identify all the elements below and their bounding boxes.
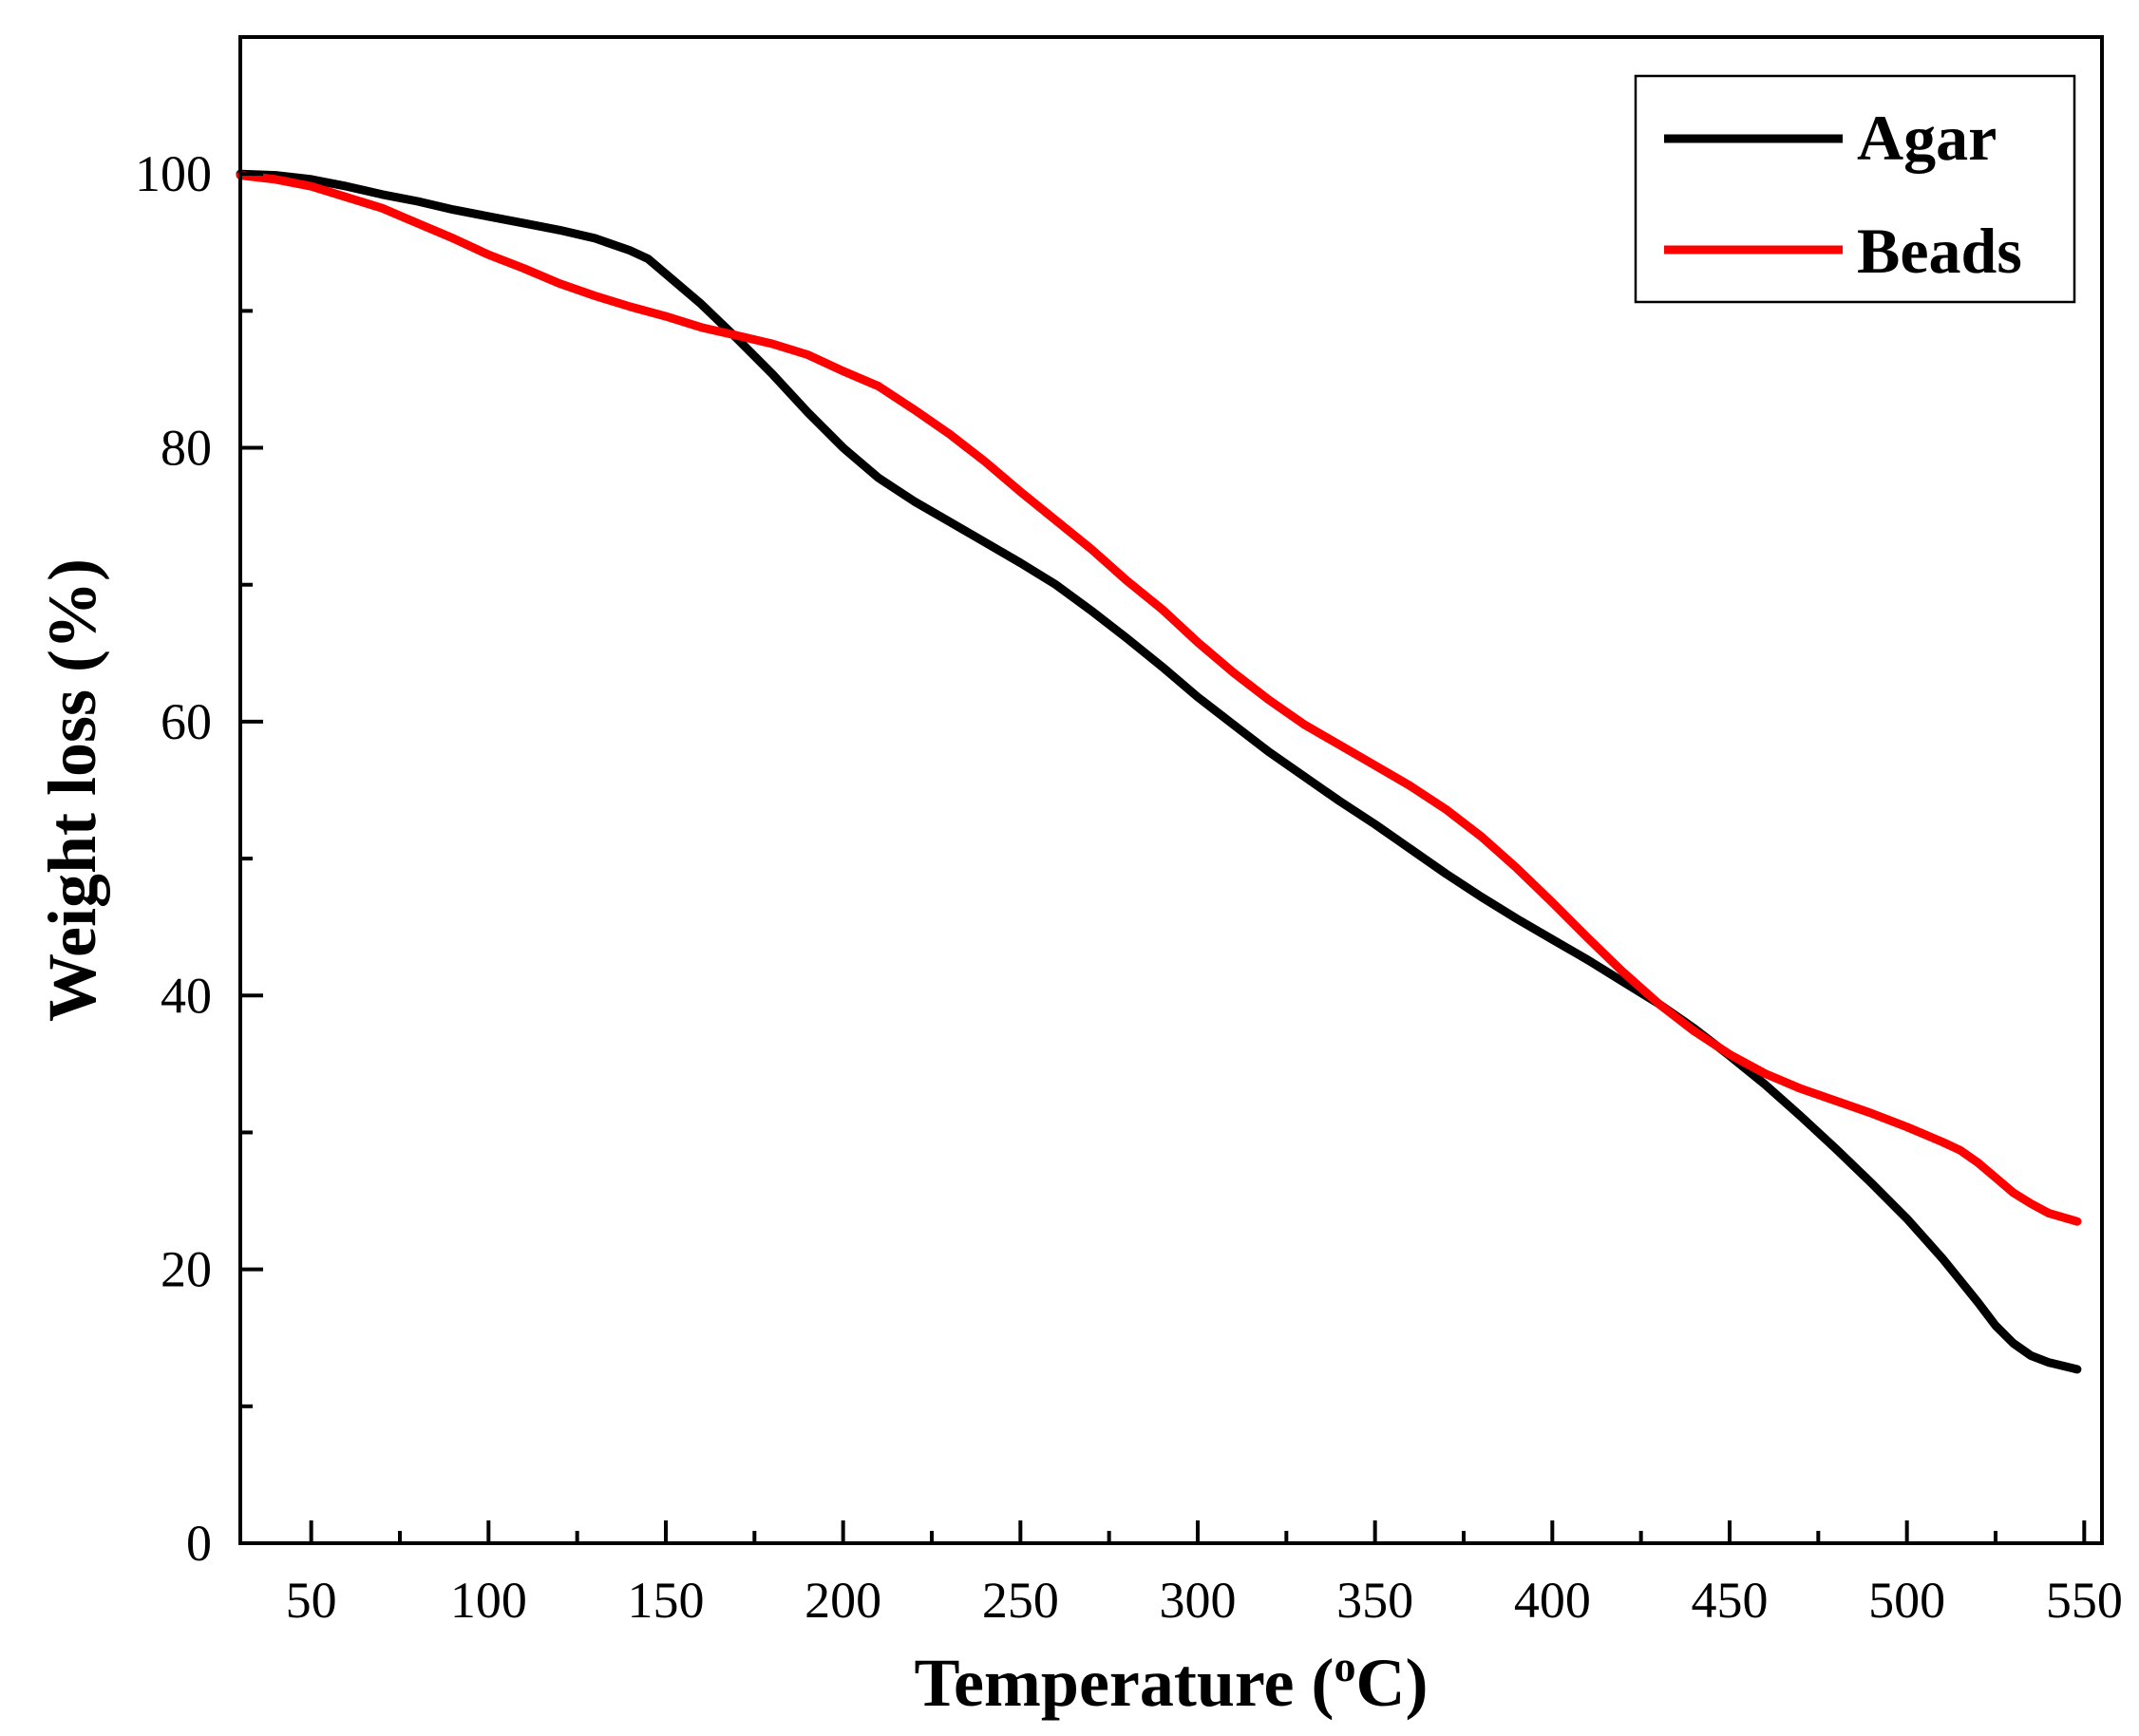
y-axis-title: Weight loss (%) (34, 558, 110, 1022)
y-tick-label: 100 (135, 145, 212, 202)
x-tick-label: 150 (628, 1572, 705, 1629)
y-tick-label: 80 (161, 420, 212, 477)
x-tick-label: 400 (1514, 1572, 1591, 1629)
legend-label-beads: Beads (1857, 215, 2022, 287)
y-tick-label: 0 (186, 1515, 212, 1572)
x-tick-label: 550 (2046, 1572, 2123, 1629)
y-tick-label: 20 (161, 1241, 212, 1298)
series-layer (236, 169, 2082, 1374)
legend-box (1634, 74, 2076, 304)
x-tick-label: 500 (1868, 1572, 1945, 1629)
plot-frame (238, 35, 2104, 1545)
y-tick-label: 40 (161, 967, 212, 1024)
x-tick-label: 450 (1692, 1572, 1769, 1629)
series-line-agar (236, 169, 2082, 1374)
x-tick-label: 300 (1160, 1572, 1237, 1629)
x-tick-label: 200 (804, 1572, 881, 1629)
ticks-layer: 50 100 150 200 250 300 350 400 450 500 550 0 20 40 60 8… (135, 145, 2123, 1629)
legend-label-agar: Agar (1857, 102, 1997, 174)
series-line-beads (236, 171, 2082, 1226)
x-tick-label: 100 (450, 1572, 527, 1629)
x-tick-label: 50 (286, 1572, 337, 1629)
legend: Agar Beads (1634, 74, 2076, 304)
x-tick-label: 350 (1336, 1572, 1413, 1629)
x-tick-label: 250 (982, 1572, 1059, 1629)
x-axis-title: Temperature (oC) (915, 1642, 1429, 1721)
y-tick-label: 60 (161, 693, 212, 750)
